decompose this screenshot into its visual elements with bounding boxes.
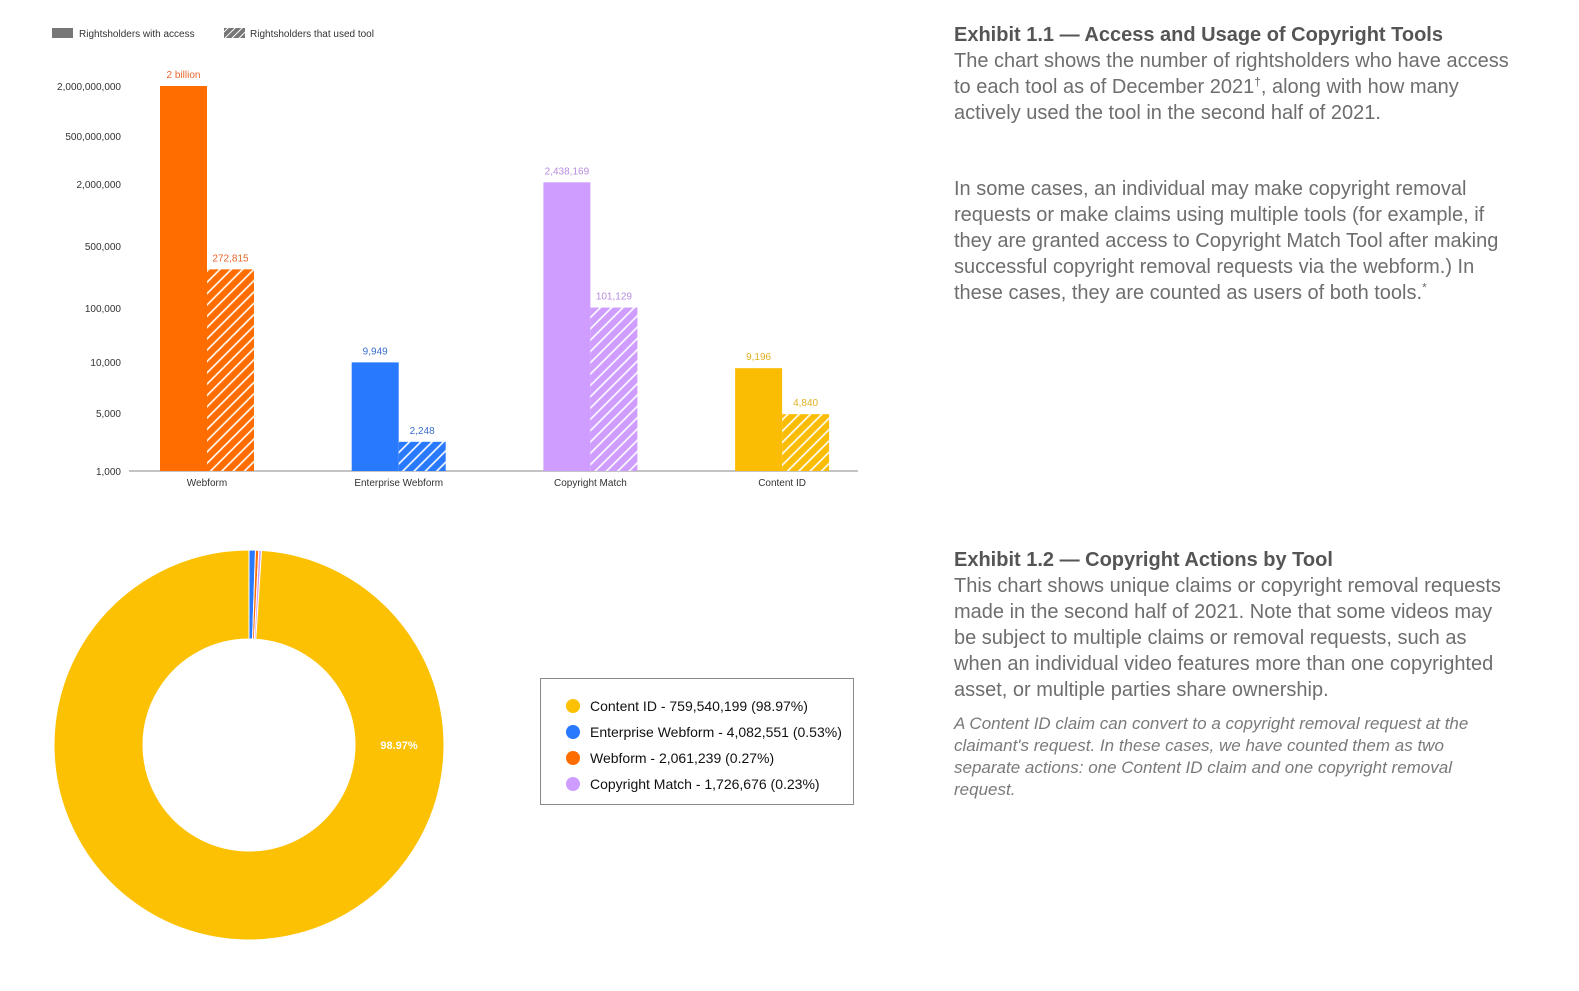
donut-slice-label: 98.97% bbox=[380, 740, 418, 752]
legend-item-content-id: Content ID - 759,540,199 (98.97%) bbox=[566, 693, 853, 719]
x-tick-label: Content ID bbox=[758, 478, 806, 489]
legend-label-used-tool: Rightsholders that used tool bbox=[250, 29, 374, 40]
y-tick-label: 100,000 bbox=[85, 304, 122, 315]
bar-copyright-match-access bbox=[543, 182, 591, 472]
bar-data-label: 2 billion bbox=[167, 70, 201, 81]
bar-enterprise-webform-access bbox=[351, 362, 399, 471]
x-axis: Webform Enterprise Webform Copyright Match… bbox=[187, 478, 806, 489]
y-tick-label: 2,000,000,000 bbox=[57, 82, 121, 93]
bar-data-label: 272,815 bbox=[212, 253, 249, 264]
legend-swatch-solid bbox=[52, 28, 73, 38]
legend-label: Enterprise Webform - 4,082,551 (0.53%) bbox=[590, 724, 842, 740]
y-tick-label: 500,000,000 bbox=[65, 132, 121, 143]
bar-data-label: 101,129 bbox=[596, 292, 633, 303]
bar-data-label: 4,840 bbox=[793, 398, 818, 409]
exhibit-description: The chart shows the number of rightshold… bbox=[954, 50, 1509, 124]
bar-content-id-used bbox=[782, 414, 830, 471]
x-tick-label: Enterprise Webform bbox=[354, 478, 443, 489]
legend-dot-copyright-match bbox=[566, 777, 580, 791]
legend-dot-webform bbox=[566, 751, 580, 765]
legend-label: Webform - 2,061,239 (0.27%) bbox=[590, 750, 775, 766]
bars: 2 billion 272,815 9,949 2,248 2,438,169 101,1… bbox=[160, 70, 830, 472]
exhibit-1-2-text: Exhibit 1.2 — Copyright Actions by Tool … bbox=[954, 547, 1514, 801]
exhibit-title: Exhibit 1.1 — Access and Usage of Copyri… bbox=[954, 24, 1443, 46]
bar-chart-legend: Rightsholders with access Rightsholders t… bbox=[52, 28, 374, 40]
donut-chart: 98.97% bbox=[53, 549, 445, 941]
legend-label-with-access: Rightsholders with access bbox=[79, 29, 195, 40]
exhibit-title: Exhibit 1.2 — Copyright Actions by Tool bbox=[954, 549, 1333, 571]
x-tick-label: Copyright Match bbox=[554, 478, 627, 489]
bar-enterprise-webform-used bbox=[398, 441, 446, 471]
exhibit-description: This chart shows unique claims or copyri… bbox=[954, 575, 1501, 701]
legend-item-copyright-match: Copyright Match - 1,726,676 (0.23%) bbox=[566, 771, 853, 797]
bar-data-label: 2,248 bbox=[410, 426, 435, 437]
bar-data-label: 2,438,169 bbox=[545, 166, 590, 177]
y-tick-label: 1,000 bbox=[96, 467, 121, 478]
bar-chart: Rightsholders with access Rightsholders t… bbox=[52, 28, 858, 489]
y-tick-label: 10,000 bbox=[90, 358, 121, 369]
legend-dot-enterprise-webform bbox=[566, 725, 580, 739]
bar-copyright-match-used bbox=[590, 307, 638, 471]
donut-legend: Content ID - 759,540,199 (98.97%) Enterp… bbox=[540, 678, 854, 805]
bar-content-id-access bbox=[735, 368, 783, 471]
x-tick-label: Webform bbox=[187, 478, 227, 489]
exhibit-1-1-text: Exhibit 1.1 — Access and Usage of Copyri… bbox=[954, 22, 1514, 306]
legend-dot-content-id bbox=[566, 699, 580, 713]
bar-webform-access bbox=[160, 86, 207, 471]
exhibit-paragraph: In some cases, an individual may make co… bbox=[954, 178, 1499, 304]
y-tick-label: 500,000 bbox=[85, 242, 122, 253]
bar-data-label: 9,196 bbox=[746, 352, 771, 363]
bar-data-label: 9,949 bbox=[363, 346, 388, 357]
exhibit-note: A Content ID claim can convert to a copy… bbox=[954, 714, 1469, 799]
legend-item-webform: Webform - 2,061,239 (0.27%) bbox=[566, 745, 853, 771]
legend-label: Content ID - 759,540,199 (98.97%) bbox=[590, 698, 808, 714]
y-tick-label: 5,000 bbox=[96, 409, 121, 420]
bar-webform-used bbox=[207, 269, 254, 471]
legend-item-enterprise-webform: Enterprise Webform - 4,082,551 (0.53%) bbox=[566, 719, 853, 745]
donut-slice-content-id bbox=[53, 549, 445, 941]
legend-label: Copyright Match - 1,726,676 (0.23%) bbox=[590, 776, 820, 792]
y-tick-label: 2,000,000 bbox=[77, 180, 122, 191]
legend-swatch-hatched bbox=[224, 28, 245, 38]
